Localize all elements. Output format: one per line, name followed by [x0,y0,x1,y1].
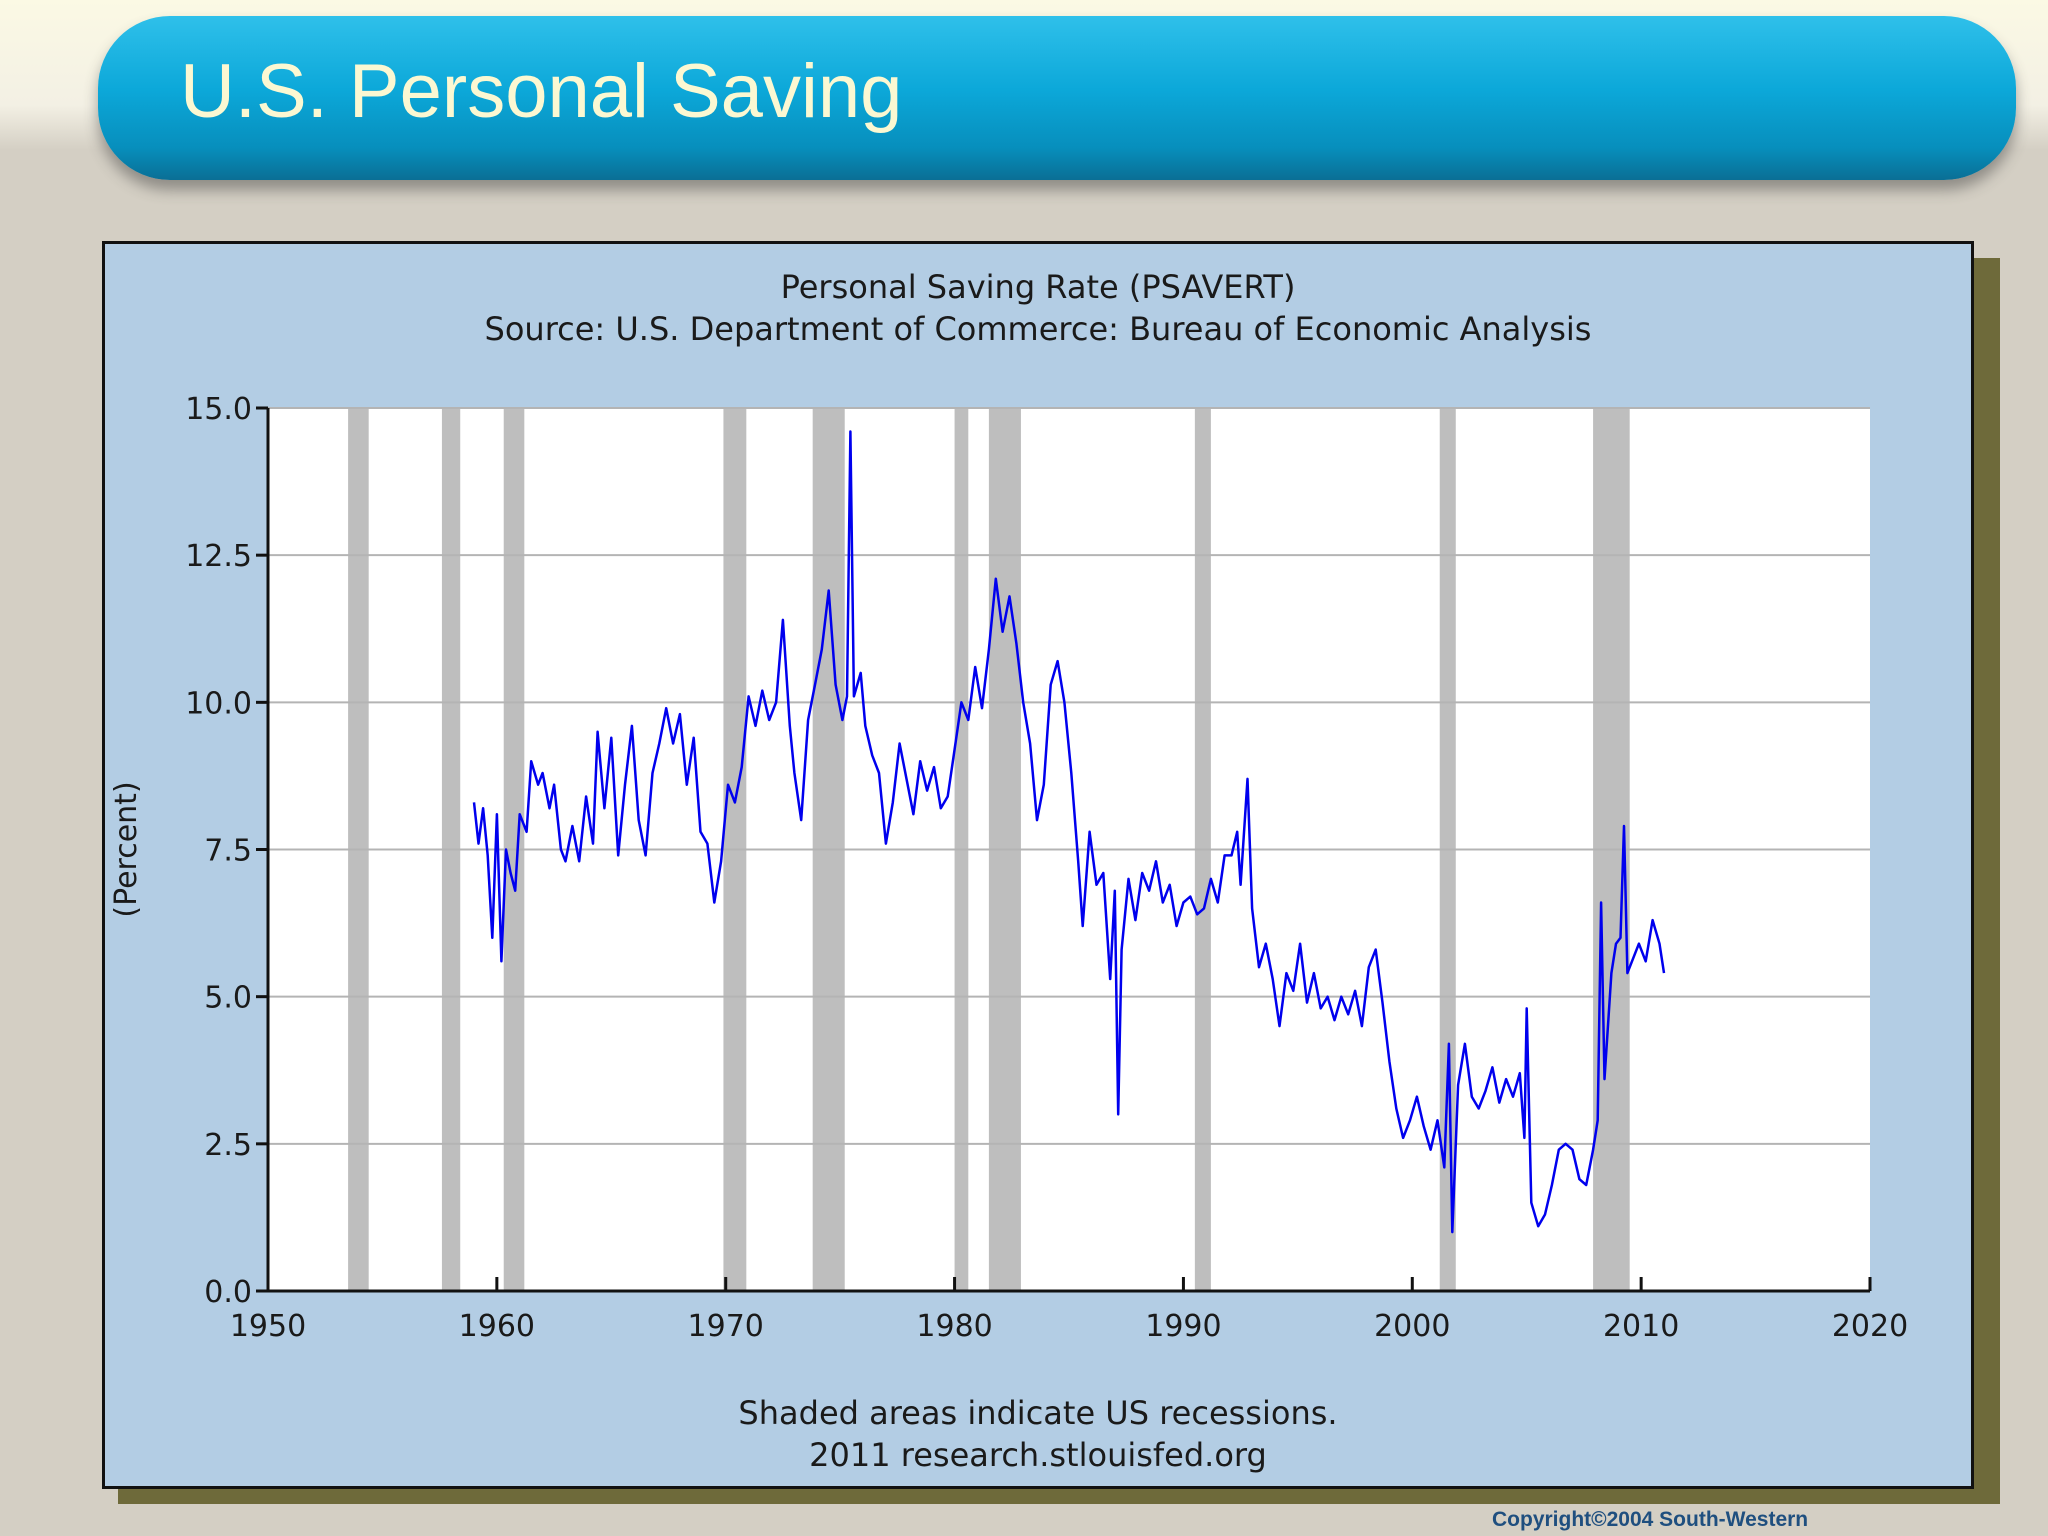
y-axis-label: (Percent) [109,781,144,917]
chart-subtitle: Source: U.S. Department of Commerce: Bur… [484,310,1592,348]
x-tick-label: 2020 [1832,1309,1908,1344]
y-tick-label: 2.5 [204,1128,252,1163]
x-tick-label: 1970 [688,1309,764,1344]
y-tick-label: 5.0 [204,981,252,1016]
x-tick-label: 1990 [1145,1309,1221,1344]
chart-title: Personal Saving Rate (PSAVERT) [780,268,1296,306]
x-tick-label: 1960 [459,1309,535,1344]
series-line-psavert [472,430,1666,1234]
y-tick-label: 12.5 [185,539,252,574]
chart-footnote-source: 2011 research.stlouisfed.org [809,1436,1267,1474]
y-tick-label: 10.0 [185,686,252,721]
chart-footnote-recessions: Shaded areas indicate US recessions. [738,1394,1338,1432]
y-tick-label: 0.0 [204,1275,252,1310]
title-banner [98,16,2016,180]
copyright-text: Copyright©2004 South-Western [1492,1508,1809,1531]
slide-title: U.S. Personal Saving [180,49,903,134]
y-tick-label: 15.0 [185,392,252,427]
y-tick-label: 7.5 [204,834,252,869]
x-tick-label: 1950 [230,1309,306,1344]
x-tick-label: 2010 [1603,1309,1679,1344]
x-tick-label: 1980 [916,1309,992,1344]
x-tick-label: 2000 [1374,1309,1450,1344]
